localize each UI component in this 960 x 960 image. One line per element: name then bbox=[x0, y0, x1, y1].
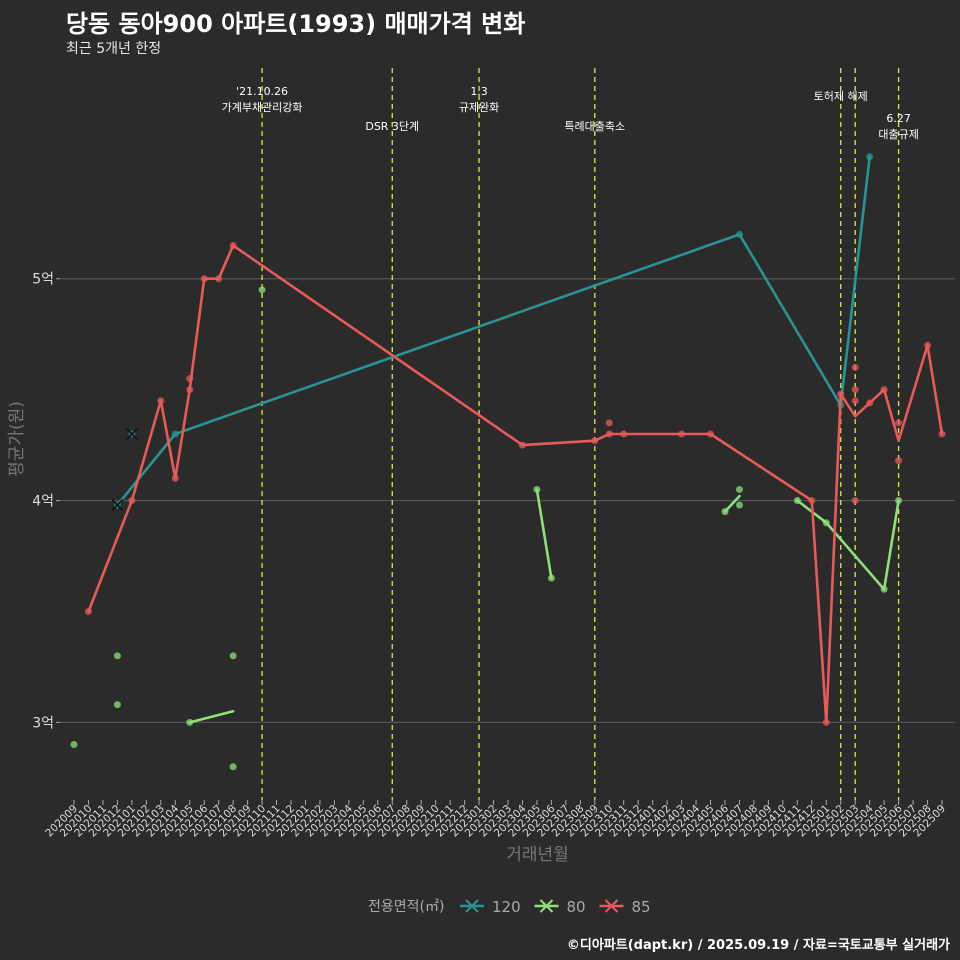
data-point bbox=[84, 607, 92, 615]
data-point bbox=[591, 437, 599, 445]
event-label: 규제완화 bbox=[459, 101, 499, 114]
series-line bbox=[116, 155, 871, 507]
y-tick-label: 5억 bbox=[32, 272, 54, 288]
data-point bbox=[533, 485, 541, 493]
data-point bbox=[721, 508, 729, 516]
event-label: 6.27 bbox=[886, 112, 911, 125]
legend-key-cross bbox=[539, 899, 554, 913]
data-point bbox=[822, 718, 830, 726]
data-point bbox=[735, 230, 743, 238]
y-axis-label: 평균가(원) bbox=[7, 401, 27, 477]
data-point bbox=[895, 497, 903, 505]
series-segment bbox=[723, 494, 741, 513]
data-point bbox=[895, 419, 903, 427]
cross-marker bbox=[111, 498, 124, 512]
data-point bbox=[837, 390, 845, 398]
event-label: '21.10.26 bbox=[236, 85, 288, 98]
series-85 bbox=[84, 241, 946, 726]
data-point bbox=[735, 485, 743, 493]
data-point bbox=[229, 241, 237, 249]
legend-title: 전용면적(㎡) bbox=[368, 899, 444, 915]
data-point bbox=[707, 430, 715, 438]
data-point bbox=[735, 501, 743, 509]
data-point bbox=[938, 430, 946, 438]
data-point bbox=[171, 430, 179, 438]
chart-title: 당동 동아900 아파트(1993) 매매가격 변화 bbox=[66, 10, 526, 38]
data-point bbox=[851, 397, 859, 405]
event-label: DSR 3단계 bbox=[365, 120, 419, 133]
legend-label-85: 85 bbox=[632, 898, 651, 916]
y-tick-label: 3억 bbox=[32, 715, 54, 731]
series-line bbox=[87, 244, 944, 724]
event-label: 가계부채관리강화 bbox=[222, 101, 303, 114]
data-point bbox=[229, 763, 237, 771]
data-point bbox=[171, 474, 179, 482]
data-point bbox=[113, 701, 121, 709]
data-point bbox=[215, 275, 223, 283]
data-point bbox=[605, 419, 613, 427]
legend: 전용면적(㎡) 120 80 85 bbox=[368, 898, 651, 916]
chart-subtitle: 최근 5개년 한정 bbox=[66, 41, 162, 57]
data-point bbox=[128, 497, 136, 505]
data-point bbox=[70, 741, 78, 749]
data-point bbox=[157, 397, 165, 405]
data-point bbox=[620, 430, 628, 438]
data-point bbox=[880, 386, 888, 394]
data-point bbox=[518, 441, 526, 449]
event-label: 대출규제 bbox=[878, 128, 918, 141]
series-120 bbox=[111, 153, 874, 512]
data-point bbox=[808, 497, 816, 505]
legend-label-80: 80 bbox=[567, 898, 586, 916]
y-tick-label: 4억 bbox=[32, 494, 54, 510]
data-point bbox=[186, 375, 194, 383]
legend-key-cross bbox=[604, 899, 619, 913]
series-80 bbox=[70, 286, 903, 771]
data-point bbox=[866, 399, 874, 407]
data-point bbox=[851, 386, 859, 394]
data-point bbox=[793, 497, 801, 505]
event-label: 특례대출축소 bbox=[564, 120, 625, 133]
data-point bbox=[678, 430, 686, 438]
legend-label-120: 120 bbox=[492, 898, 521, 916]
data-point bbox=[258, 286, 266, 294]
event-label: 1.3 bbox=[470, 85, 488, 98]
series-segment bbox=[188, 710, 235, 724]
x-axis-label: 거래년월 bbox=[506, 845, 569, 865]
data-point bbox=[866, 153, 874, 161]
data-point bbox=[113, 652, 121, 660]
series-segment bbox=[535, 488, 553, 580]
data-point bbox=[605, 430, 613, 438]
data-point bbox=[200, 275, 208, 283]
event-label: 토허제 해제 bbox=[814, 89, 868, 103]
data-point bbox=[186, 718, 194, 726]
data-point bbox=[822, 519, 830, 527]
data-point bbox=[186, 386, 194, 394]
data-point bbox=[851, 363, 859, 371]
data-point bbox=[547, 574, 555, 582]
data-point bbox=[880, 585, 888, 593]
data-point bbox=[924, 341, 932, 349]
data-point bbox=[895, 457, 903, 465]
cross-marker bbox=[125, 427, 138, 441]
source-caption: ©디아파트(dapt.kr) / 2025.09.19 / 자료=국토교통부 실… bbox=[566, 938, 950, 953]
legend-key-cross bbox=[465, 899, 479, 913]
data-point bbox=[851, 497, 859, 505]
data-point bbox=[229, 652, 237, 660]
